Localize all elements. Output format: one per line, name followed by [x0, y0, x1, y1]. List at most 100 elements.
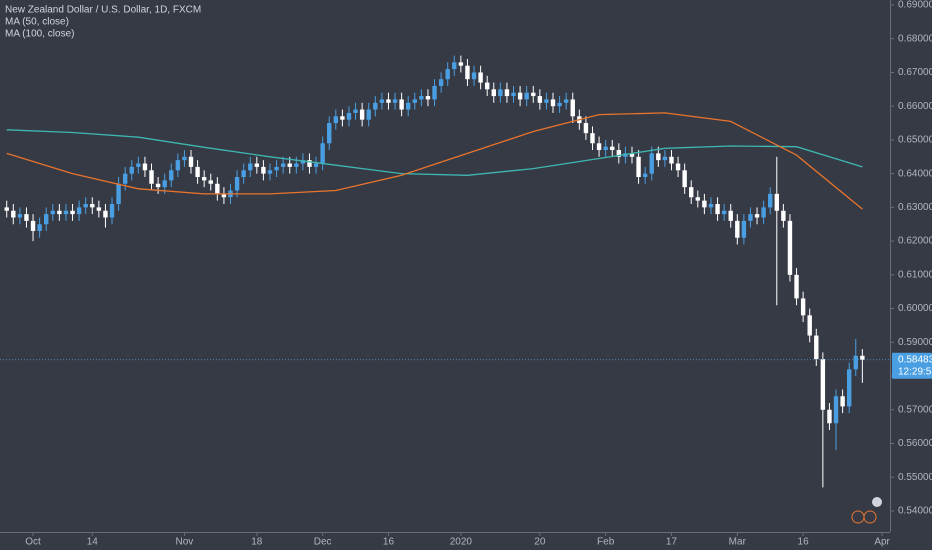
candle-body: [313, 163, 319, 167]
candle-body: [814, 335, 819, 360]
candle-body: [820, 359, 826, 410]
candle-body: [524, 92, 529, 100]
candle-body: [735, 220, 740, 238]
candle-body: [583, 123, 589, 134]
x-tick-label: Oct: [25, 537, 41, 548]
candle-body: [11, 210, 16, 218]
candle-body: [728, 210, 733, 221]
candle-body: [234, 177, 240, 191]
candle-body: [116, 183, 121, 205]
candle-body: [629, 153, 635, 157]
candle-body: [498, 89, 503, 97]
candle-body: [517, 92, 523, 100]
candle-body: [610, 146, 615, 151]
x-tick-label: 17: [666, 537, 678, 548]
last-price-label: 0.58483: [898, 354, 932, 365]
candle-body: [761, 207, 766, 218]
candle-body: [787, 220, 793, 275]
candle-body: [715, 204, 720, 215]
candle-body: [366, 109, 371, 120]
candle-body: [682, 170, 687, 188]
candle-body: [689, 187, 694, 198]
candle-body: [399, 99, 404, 110]
candle-body: [748, 214, 753, 221]
y-tick-label: 0.57000: [898, 404, 932, 415]
y-tick-label: 0.63000: [898, 202, 932, 213]
candle-body: [596, 143, 602, 151]
candle-body: [221, 193, 227, 198]
candle-body: [50, 210, 55, 215]
candle-body: [781, 210, 786, 221]
candle-body: [432, 85, 437, 100]
candle-body: [182, 156, 187, 161]
candle-body: [458, 62, 464, 66]
y-tick-label: 0.60000: [898, 303, 932, 314]
candle-body: [162, 180, 167, 188]
candle-body: [188, 156, 194, 167]
candle-body: [662, 156, 668, 161]
candle-body: [768, 193, 773, 208]
moving-average-line: [6, 129, 863, 176]
last-price-box: [892, 352, 932, 379]
candle-body: [300, 160, 306, 164]
candle-body: [419, 96, 424, 100]
candle-body: [57, 210, 62, 215]
candle-body: [254, 163, 260, 167]
candle-body: [287, 163, 292, 167]
candle-body: [438, 79, 444, 86]
candle-body: [853, 355, 858, 370]
legend-entry: MA (50, close): [5, 17, 69, 28]
candle-body: [465, 65, 470, 80]
candle-body: [860, 355, 865, 360]
candle-body: [373, 102, 378, 110]
candle-body: [386, 99, 391, 103]
candle-body: [452, 62, 457, 70]
candle-body: [136, 163, 141, 167]
candle-body: [103, 210, 108, 218]
candle-body: [603, 146, 608, 151]
candle-body: [656, 153, 661, 161]
candle-body: [537, 96, 543, 103]
candle-body: [294, 163, 299, 167]
y-tick-label: 0.61000: [898, 269, 932, 280]
y-tick-label: 0.62000: [898, 236, 932, 247]
candle-body: [333, 116, 339, 124]
candle-body: [754, 214, 760, 218]
candle-body: [90, 204, 95, 208]
candle-body: [149, 170, 154, 184]
candle-body: [484, 82, 490, 90]
x-tick-label: Mar: [729, 537, 747, 548]
candle-body: [44, 214, 49, 225]
candle-body: [327, 123, 332, 144]
candle-body: [491, 89, 496, 97]
candle-body: [155, 183, 161, 188]
candle-body: [175, 160, 181, 171]
candle-body: [649, 153, 654, 174]
y-tick-label: 0.68000: [898, 33, 932, 44]
candle-body: [504, 89, 510, 97]
candle-body: [346, 112, 352, 120]
x-tick-label: 18: [251, 537, 263, 548]
candle-body: [445, 69, 450, 80]
candle-body: [215, 183, 220, 194]
candle-body: [531, 92, 536, 97]
candle-body: [142, 163, 148, 171]
candle-body: [353, 109, 358, 113]
candle-body: [721, 210, 727, 215]
candle-body: [340, 116, 345, 120]
candle-body: [570, 99, 575, 117]
candle-body: [794, 274, 799, 299]
candle-body: [248, 163, 253, 171]
x-tick-label: Dec: [314, 537, 332, 548]
candle-body: [563, 99, 569, 103]
candle-body: [280, 163, 286, 167]
x-tick-label: Apr: [874, 537, 890, 548]
candle-body: [359, 109, 365, 120]
candle-body: [471, 72, 477, 80]
candle-body: [544, 99, 549, 103]
candle-body: [669, 156, 674, 164]
candle-body: [17, 214, 23, 218]
settings-icon[interactable]: [851, 497, 882, 524]
